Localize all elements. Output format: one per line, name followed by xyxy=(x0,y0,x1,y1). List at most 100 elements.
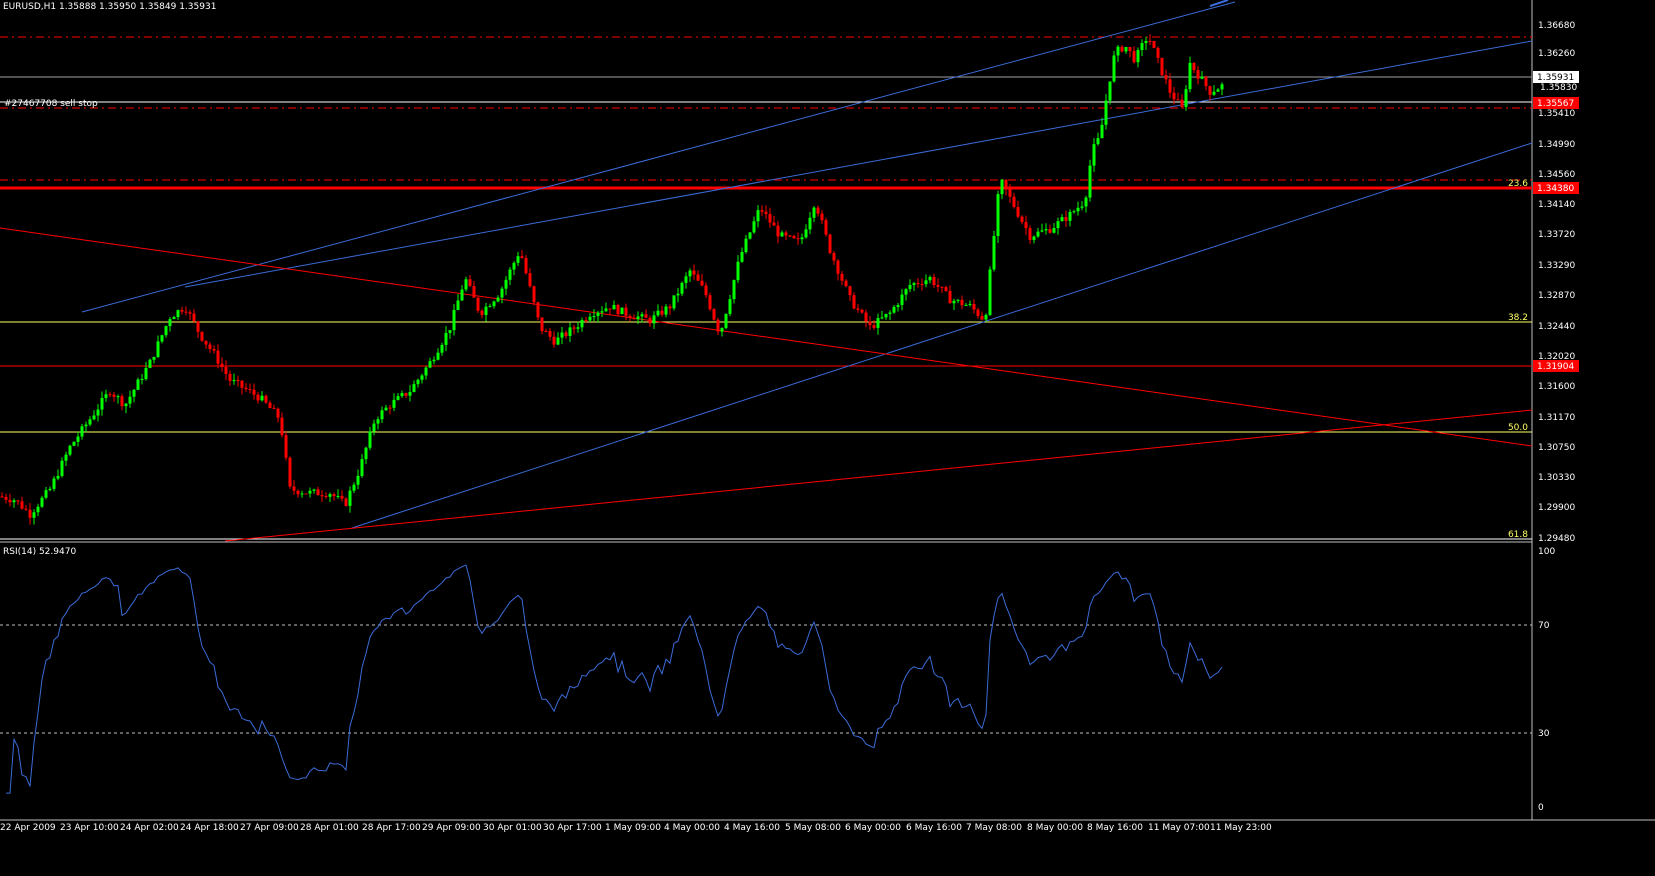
candle-body xyxy=(1136,50,1140,63)
candle-body xyxy=(640,314,644,317)
candle-body xyxy=(316,489,320,496)
candle-body xyxy=(1072,211,1076,213)
candle-body xyxy=(240,380,244,388)
candle-body xyxy=(828,234,832,254)
candle-body xyxy=(128,396,132,404)
candle-body xyxy=(388,407,392,409)
candle-body xyxy=(220,363,224,368)
candle-body xyxy=(1180,99,1184,108)
descending-red-trendline[interactable] xyxy=(0,227,1533,447)
candle-body xyxy=(748,232,752,239)
price-axis: 1.36680 1.36260 1.35410 1.34990 1.34560 … xyxy=(1538,21,1575,544)
candle-body xyxy=(664,306,668,315)
candle-body xyxy=(488,306,492,308)
candle-body xyxy=(876,318,880,328)
candle-body xyxy=(1028,228,1032,240)
candle-body xyxy=(340,495,344,499)
candle-body xyxy=(552,336,556,345)
candle-body xyxy=(904,289,908,295)
marked-price-box xyxy=(1533,97,1579,109)
candle-body xyxy=(180,310,184,312)
candle-body xyxy=(1088,165,1092,198)
candle-body xyxy=(396,396,400,400)
candle-body xyxy=(912,283,916,286)
candle-body xyxy=(132,389,136,397)
candle-body xyxy=(1068,211,1072,221)
candle-body xyxy=(144,367,148,379)
trendline-arrow xyxy=(1209,0,1229,7)
candle-body xyxy=(792,235,796,239)
price-tick: 1.30330 xyxy=(1538,473,1575,483)
candle-body xyxy=(512,262,516,270)
candle-body xyxy=(176,310,180,318)
candle-body xyxy=(408,392,412,396)
candle-body xyxy=(1056,221,1060,228)
candle-body xyxy=(836,260,840,274)
candle-body xyxy=(532,286,536,303)
candle-body xyxy=(264,395,268,403)
candle-body xyxy=(856,308,860,310)
candle-body xyxy=(804,229,808,238)
candle-body xyxy=(844,280,848,287)
candle-body xyxy=(24,508,28,510)
time-tick: 29 Apr 09:00 xyxy=(422,823,481,833)
candle-body xyxy=(244,387,248,390)
candle-body xyxy=(44,490,48,498)
candle-body xyxy=(680,282,684,294)
candle-body xyxy=(152,356,156,360)
candle-body xyxy=(1020,216,1024,223)
candle-body xyxy=(976,309,980,316)
candle-body xyxy=(284,435,288,458)
candle-body xyxy=(304,493,308,495)
order-label[interactable]: #27467708 sell stop xyxy=(4,99,98,109)
candle-body xyxy=(584,320,588,322)
candle-body xyxy=(36,506,40,513)
price-tick: 1.34560 xyxy=(1538,170,1575,180)
candle-body xyxy=(1096,138,1100,145)
candle-body xyxy=(864,312,868,322)
candle-body xyxy=(76,436,80,442)
candle-body xyxy=(1152,41,1156,49)
candle-body xyxy=(524,257,528,274)
candle-body xyxy=(256,394,260,401)
time-tick: 30 Apr 01:00 xyxy=(483,823,542,833)
candle-body xyxy=(484,306,488,315)
candle-body xyxy=(12,500,16,503)
candle-body xyxy=(840,273,844,281)
candle-body xyxy=(916,283,920,285)
candle-body xyxy=(712,309,716,320)
candle-body xyxy=(1032,236,1036,240)
lower-trendline[interactable] xyxy=(351,142,1533,529)
candle-body xyxy=(576,327,580,329)
ascending-red-trendline[interactable] xyxy=(224,409,1533,542)
time-tick: 11 May 23:00 xyxy=(1210,823,1272,833)
candle-body xyxy=(784,232,788,236)
channel-top-trendline[interactable] xyxy=(81,1,1236,313)
candle-body xyxy=(668,306,672,309)
candle-body xyxy=(720,327,724,332)
candle-body xyxy=(64,454,68,461)
candle-body xyxy=(40,497,44,507)
price-tick: 1.36260 xyxy=(1538,49,1575,59)
candle-body xyxy=(516,256,520,263)
candle-body xyxy=(812,207,816,218)
candle-body xyxy=(780,232,784,237)
price-tick: 1.31170 xyxy=(1538,413,1575,423)
candle-body xyxy=(232,380,236,382)
candle-body xyxy=(688,270,692,277)
candle-body xyxy=(1004,179,1008,190)
candle-body xyxy=(896,305,900,308)
candle-body xyxy=(728,299,732,314)
candle-body xyxy=(924,280,928,285)
candle-body xyxy=(992,236,996,270)
upper-trendline[interactable] xyxy=(184,40,1533,288)
candle-body xyxy=(1024,222,1028,229)
candle-body xyxy=(1000,179,1004,195)
candle-body xyxy=(272,408,276,410)
price-tick: 1.29480 xyxy=(1538,534,1575,544)
candle-body xyxy=(452,310,456,331)
marked-price-label: 1.35567 xyxy=(1537,99,1574,109)
rsi-tick: 30 xyxy=(1538,729,1550,739)
rsi-header: RSI(14) 52.9470 xyxy=(3,547,76,557)
candle-body xyxy=(984,314,988,320)
